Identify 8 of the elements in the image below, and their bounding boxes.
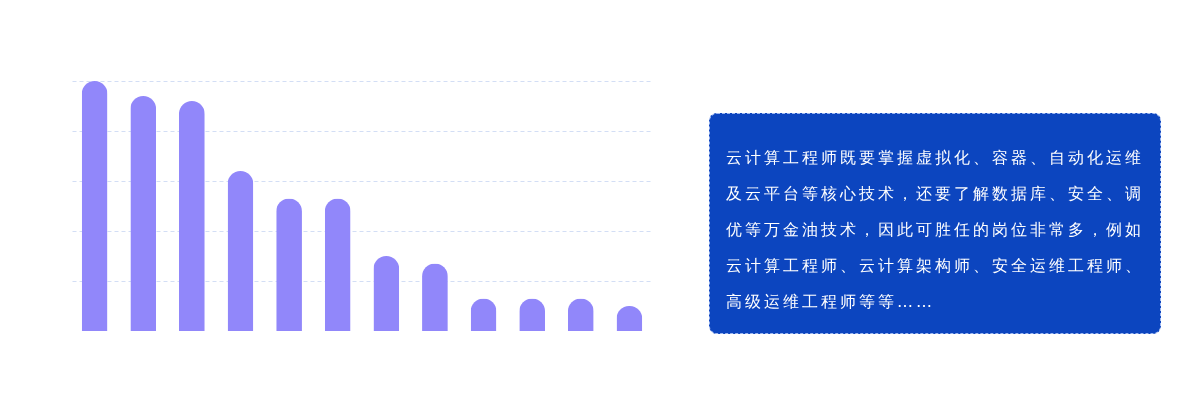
bar [324, 198, 351, 331]
bar [130, 96, 157, 331]
bar [373, 256, 400, 331]
bar [178, 101, 205, 331]
bar [276, 198, 302, 331]
bar [81, 81, 108, 331]
text: 云计算工程师既要掌握虚拟化、容器、自动化运维及云平台等核心技术，还要了解数据库、安全、调优等万金油技术，因此可胜任的岗位非常多，例如云计算工程师、云计算架构师、安全运维工程师、高级运维工程师等等…… [726, 147, 1145, 313]
bar [227, 171, 254, 331]
